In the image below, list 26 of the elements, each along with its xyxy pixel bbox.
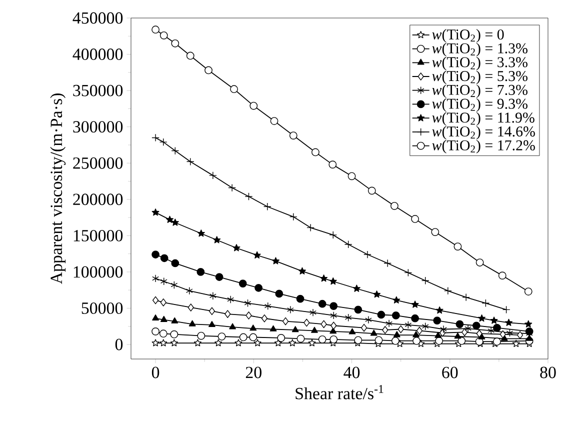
legend-label: w(TiO$_{2}$) = 3.3% <box>432 56 528 70</box>
legend-label: w(TiO$_{2}$) = 5.3% <box>432 70 528 84</box>
legend-label: w(TiO$_{2}$) = 7.3% <box>432 84 528 98</box>
y-tick-label: 100000 <box>74 266 123 278</box>
y-axis-title: Apparent viscosity/(m·Pa·s) <box>50 94 66 284</box>
y-tick-label: 350000 <box>73 84 123 96</box>
y-tick-label: 150000 <box>74 230 123 242</box>
legend-label: w(TiO$_{2}$) = 0 <box>432 29 504 43</box>
y-tick-label: 50000 <box>82 302 123 314</box>
y-tick-label: 300000 <box>73 121 123 133</box>
x-tick-label: 0 <box>152 366 160 378</box>
legend-label: w(TiO$_{2}$) = 17.2% <box>432 140 535 154</box>
x-tick-label: 20 <box>246 366 262 378</box>
legend-label: w(TiO$_{2}$) = 11.9% <box>432 112 534 126</box>
x-tick-label: 80 <box>540 366 556 378</box>
y-tick-label: 200000 <box>73 194 123 206</box>
x-tick-label: 60 <box>442 366 458 378</box>
legend-label: w(TiO$_{2}$) = 1.3% <box>432 42 528 56</box>
x-tick-label: 40 <box>344 366 360 378</box>
y-tick-label: 400000 <box>72 48 123 60</box>
legend-label: w(TiO$_{2}$) = 9.3% <box>432 98 528 112</box>
x-axis-title: Shear rate/s$^{-1}$ <box>296 385 384 400</box>
legend-label: w(TiO$_{2}$) = 14.6% <box>432 126 535 140</box>
y-tick-label: 450000 <box>72 12 123 24</box>
y-tick-label: 250000 <box>73 157 123 169</box>
y-tick-label: 0 <box>115 338 123 350</box>
